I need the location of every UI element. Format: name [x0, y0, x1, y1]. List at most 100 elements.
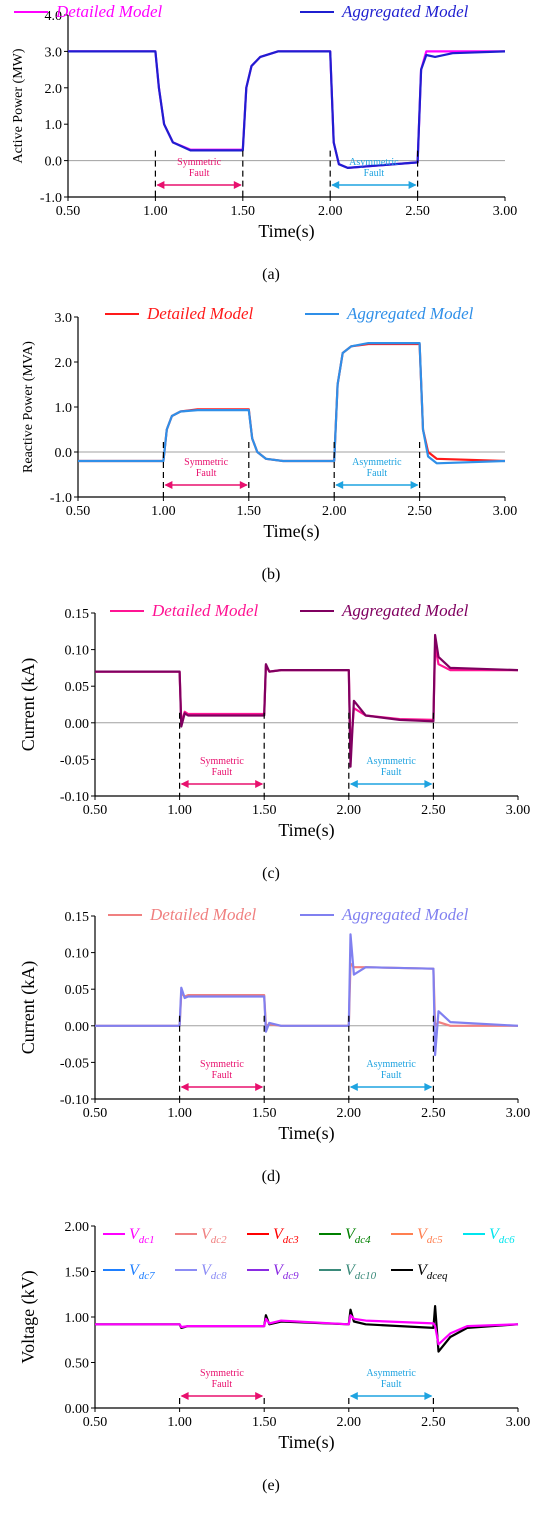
- y-tick-label: 0.00: [65, 717, 90, 732]
- x-tick-label: 1.50: [252, 1415, 277, 1430]
- fault-arrowhead-left: [349, 780, 358, 788]
- y-tick-label: 0.00: [65, 1020, 90, 1035]
- chart-panel-2: -0.10 -0.05 0.00 0.05 0.10 0.15 0.50 1.00 1.50 2.…: [18, 601, 530, 882]
- x-tick-label: 1.50: [237, 504, 262, 519]
- x-tick-label: 3.00: [506, 1415, 531, 1430]
- x-tick-label: 1.50: [231, 204, 256, 219]
- y-tick-label: 0.05: [65, 983, 90, 998]
- chart-panel-0: -1.0 0.0 1.0 2.0 3.0 4.0 0.50 1.00 1.50 2.00 2.50 3…: [11, 2, 517, 283]
- series-line-0: [95, 644, 518, 754]
- y-tick-label: 1.00: [65, 1311, 90, 1326]
- x-axis-label: Time(s): [278, 820, 334, 841]
- x-tick-label: 2.50: [421, 1415, 446, 1430]
- fault-arrowhead-right: [239, 481, 248, 489]
- x-tick-label: 3.00: [493, 204, 518, 219]
- legend-entry: Detailed Model: [55, 2, 162, 21]
- legend-entry: Vdceq: [417, 1262, 448, 1282]
- y-tick-label: 0.0: [55, 446, 73, 461]
- y-tick-label: 0.0: [45, 155, 63, 170]
- fault-label: Asymmetric: [352, 457, 402, 468]
- x-tick-label: 2.50: [421, 803, 446, 818]
- y-tick-label: 0.15: [65, 607, 90, 622]
- x-axis-label: Time(s): [278, 1123, 334, 1144]
- x-tick-label: 2.00: [318, 204, 343, 219]
- legend-entry: Vdc6: [489, 1226, 515, 1246]
- y-tick-label: 1.0: [55, 401, 73, 416]
- x-tick-label: 1.50: [252, 803, 277, 818]
- y-tick-label: -0.05: [60, 753, 89, 768]
- fault-arrowhead-left: [164, 481, 173, 489]
- series-line-1: [78, 342, 506, 465]
- y-axis-label: Current (kA): [18, 961, 39, 1054]
- fault-label: Fault: [381, 767, 402, 778]
- legend-entry: Detailed Model: [146, 304, 253, 323]
- legend-entry: Aggregated Model: [346, 304, 474, 323]
- x-tick-label: 3.00: [506, 803, 531, 818]
- y-axis-label: Active Power (MW): [11, 48, 26, 163]
- fault-arrowhead-right: [255, 1083, 264, 1091]
- fault-arrowhead-left: [180, 780, 189, 788]
- fault-label: Symmetric: [200, 1059, 244, 1070]
- legend-entry: Vdc8: [201, 1262, 227, 1282]
- panel-label: (c): [262, 865, 280, 882]
- y-tick-label: 1.50: [65, 1266, 90, 1281]
- y-tick-label: -1.0: [40, 191, 62, 206]
- fault-arrowhead-right: [424, 780, 433, 788]
- x-tick-label: 2.00: [337, 1106, 362, 1121]
- fault-label: Asymmetric: [349, 157, 399, 168]
- fault-arrowhead-right: [255, 1392, 264, 1400]
- legend-entry: Vdc10: [345, 1262, 377, 1282]
- chart-panel-1: -1.0 0.0 1.0 2.0 3.0 0.50 1.00 1.50 2.00 2.50 3.00…: [21, 304, 517, 583]
- legend-entry: Vdc4: [345, 1226, 371, 1246]
- fault-arrowhead-left: [180, 1083, 189, 1091]
- fault-label: Asymmetric: [366, 1059, 416, 1070]
- y-tick-label: 2.0: [45, 82, 63, 97]
- fault-label: Fault: [381, 1379, 402, 1390]
- y-tick-label: 0.50: [65, 1357, 90, 1372]
- legend-entry: Aggregated Model: [341, 905, 469, 924]
- x-tick-label: 1.00: [143, 204, 168, 219]
- y-tick-label: -0.05: [60, 1056, 89, 1071]
- fault-label: Fault: [364, 168, 385, 179]
- y-tick-label: 4.0: [45, 9, 63, 24]
- y-tick-label: 2.0: [55, 356, 73, 371]
- fault-label: Fault: [381, 1070, 402, 1081]
- x-tick-label: 0.50: [83, 1106, 108, 1121]
- legend-entry: Vdc2: [201, 1226, 227, 1246]
- x-tick-label: 2.00: [322, 504, 347, 519]
- y-tick-label: -1.0: [50, 491, 72, 506]
- fault-label: Asymmetric: [366, 1368, 416, 1379]
- fault-arrowhead-right: [410, 481, 419, 489]
- x-tick-label: 0.50: [83, 803, 108, 818]
- fault-label: Fault: [189, 168, 210, 179]
- x-tick-label: 1.50: [252, 1106, 277, 1121]
- y-tick-label: 0.10: [65, 947, 90, 962]
- x-tick-label: 2.50: [421, 1106, 446, 1121]
- x-tick-label: 2.00: [337, 803, 362, 818]
- fault-arrowhead-left: [349, 1392, 358, 1400]
- fault-arrowhead-right: [424, 1392, 433, 1400]
- panel-label: (b): [262, 566, 281, 583]
- fault-arrowhead-right: [233, 181, 242, 189]
- fault-label: Asymmetric: [366, 756, 416, 767]
- x-axis-label: Time(s): [263, 521, 319, 542]
- x-axis-label: Time(s): [258, 221, 314, 242]
- fault-arrowhead-left: [331, 181, 340, 189]
- x-tick-label: 3.00: [506, 1106, 531, 1121]
- x-tick-label: 2.00: [337, 1415, 362, 1430]
- y-axis-label: Current (kA): [18, 658, 39, 751]
- fault-label: Symmetric: [200, 1368, 244, 1379]
- y-tick-label: 0.10: [65, 644, 90, 659]
- legend-entry: Aggregated Model: [341, 601, 469, 620]
- series-line-1: [95, 1314, 519, 1346]
- x-tick-label: 1.00: [167, 803, 192, 818]
- x-tick-label: 0.50: [83, 1415, 108, 1430]
- fault-arrowhead-left: [335, 481, 344, 489]
- fault-label: Symmetric: [184, 457, 228, 468]
- y-tick-label: 1.0: [45, 118, 63, 133]
- panel-label: (a): [262, 266, 280, 283]
- legend-entry: Vdc5: [417, 1226, 443, 1246]
- fault-label: Fault: [196, 468, 217, 479]
- y-axis-label: Reactive Power (MVA): [21, 341, 36, 473]
- chart-panel-3: -0.10 -0.05 0.00 0.05 0.10 0.15 0.50 1.00 1.50 2.…: [18, 905, 530, 1185]
